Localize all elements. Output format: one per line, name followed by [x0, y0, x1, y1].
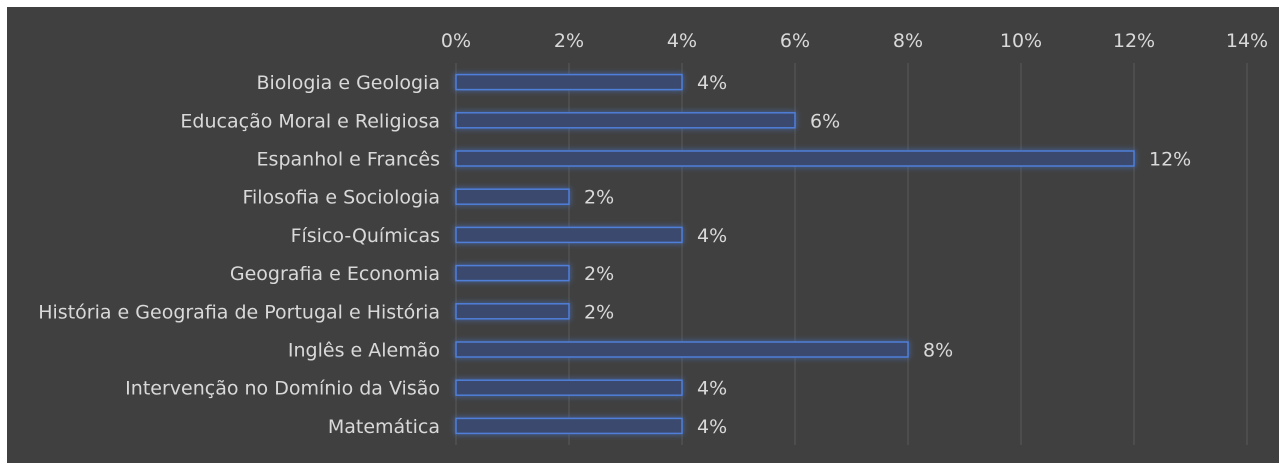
category-label: Inglês e Alemão	[288, 340, 440, 362]
data-label: 2%	[584, 301, 614, 323]
data-label: 4%	[697, 416, 727, 438]
bar	[455, 379, 683, 396]
x-axis-ticks: 0% 2% 4% 6% 8% 10% 12% 14%	[441, 30, 1268, 52]
bar	[455, 264, 570, 282]
bar	[455, 73, 683, 91]
data-label: 2%	[584, 263, 614, 285]
x-tick-label: 2%	[554, 30, 584, 52]
category-label: Espanhol e Francês	[257, 149, 440, 171]
category-label: Intervenção no Domínio da Visão	[125, 378, 440, 400]
x-tick-label: 4%	[667, 30, 697, 52]
data-label: 8%	[923, 340, 953, 362]
data-label: 4%	[697, 225, 727, 247]
bar	[455, 188, 570, 205]
bar	[455, 303, 570, 320]
category-label: História e Geografia de Portugal e Histó…	[38, 301, 440, 323]
data-label: 12%	[1149, 149, 1191, 171]
x-tick-label: 10%	[1000, 30, 1042, 52]
x-tick-label: 0%	[441, 30, 471, 52]
category-label: Físico-Químicas	[291, 225, 440, 247]
category-label: Matemática	[328, 416, 440, 438]
category-label: Geografia e Economia	[230, 263, 440, 285]
data-label: 4%	[697, 378, 727, 400]
x-tick-label: 8%	[893, 30, 923, 52]
data-label: 4%	[697, 72, 727, 94]
x-tick-label: 6%	[780, 30, 810, 52]
bars	[455, 73, 1135, 435]
bar	[455, 417, 683, 435]
data-labels: 4% 6% 12% 2% 4% 2% 2% 8% 4% 4%	[584, 72, 1191, 438]
bar-chart: 0% 2% 4% 6% 8% 10% 12% 14% Biologia e Geologia E…	[38, 30, 1268, 445]
category-label: Educação Moral e Religiosa	[180, 110, 440, 132]
data-label: 2%	[584, 187, 614, 209]
category-labels: Biologia e Geologia Educação Moral e Reli…	[38, 72, 440, 438]
bar	[455, 226, 683, 244]
x-tick-label: 14%	[1226, 30, 1268, 52]
category-label: Filosofia e Sociologia	[242, 187, 440, 209]
chart-area: 0% 2% 4% 6% 8% 10% 12% 14% Biologia e Geologia E…	[7, 7, 1279, 463]
bar	[455, 112, 796, 129]
data-label: 6%	[810, 110, 840, 132]
bar	[455, 341, 909, 358]
bar	[455, 150, 1135, 167]
category-label: Biologia e Geologia	[256, 72, 440, 94]
x-tick-label: 12%	[1113, 30, 1155, 52]
